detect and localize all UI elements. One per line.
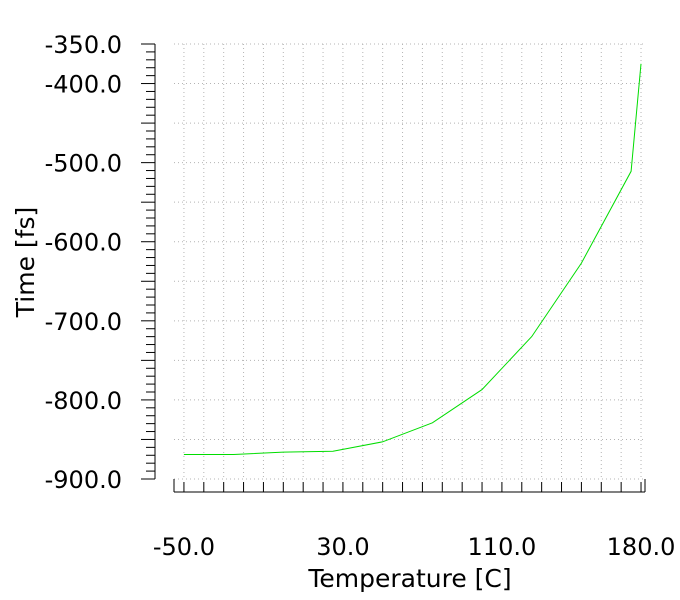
y-tick-label: -700.0 [45,308,122,336]
y-tick-label: -400.0 [45,71,122,99]
y-tick-label: -900.0 [45,466,122,494]
y-ticks: -350.0 -400.0 -500.0 -600.0 -700.0 -800.0 -900… [45,31,155,494]
y-tick-label: -600.0 [45,229,122,257]
x-axis-label: Temperature [C] [307,564,511,593]
grid [174,43,645,480]
y-tick-label: -800.0 [45,387,122,415]
y-axis-label: Time [fs] [11,207,40,318]
x-tick-label: 110.0 [468,533,537,561]
x-tick-label: 180.0 [607,533,676,561]
x-ticks: -50.0 30.0 110.0 180.0 [153,479,676,561]
x-tick-label: 30.0 [316,533,369,561]
y-tick-label: -500.0 [45,150,122,178]
y-tick-label: -350.0 [45,31,122,59]
axes [154,44,645,493]
series-line-1 [183,63,642,455]
x-tick-label: -50.0 [153,533,215,561]
series [183,63,642,455]
